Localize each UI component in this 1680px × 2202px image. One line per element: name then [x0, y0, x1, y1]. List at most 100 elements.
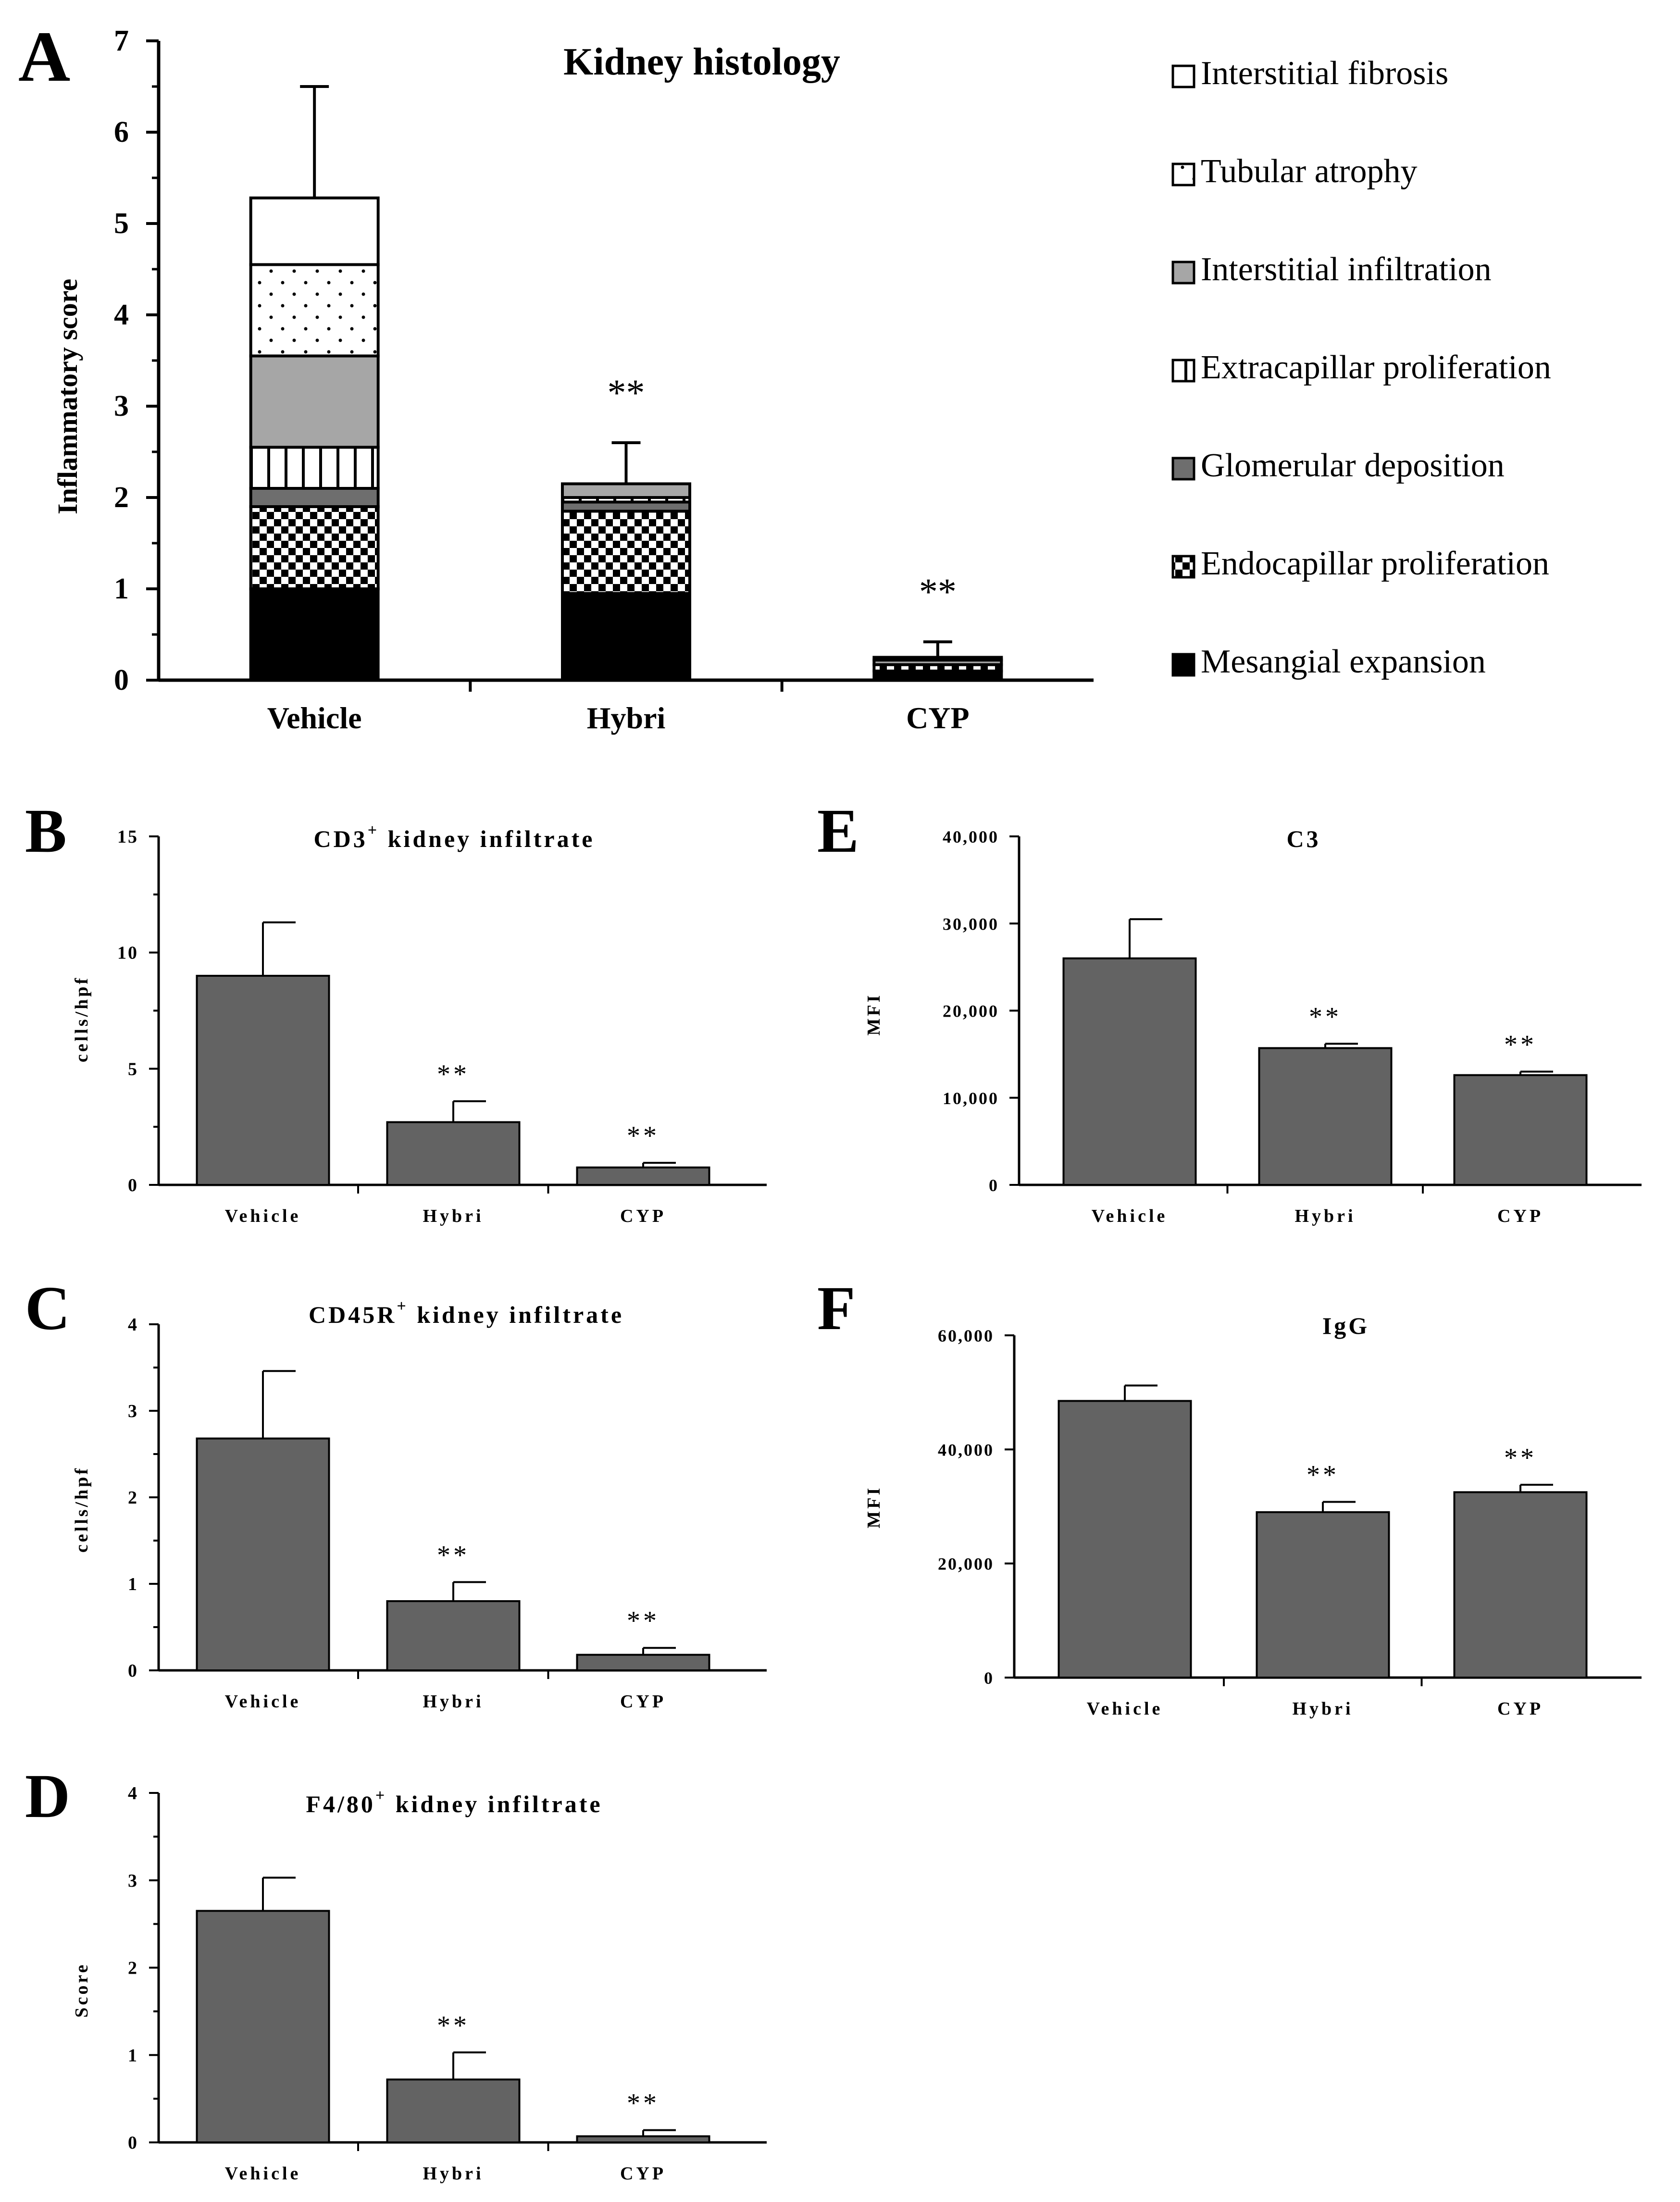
panel-d-y-tick-label: 4 — [128, 1783, 138, 1804]
panel-c-bar-hybri — [386, 1600, 521, 1671]
panel-b-title-main: CD3 — [314, 825, 368, 852]
panel-e-title: C3 — [1286, 825, 1320, 852]
panel-a-legend-swatch-mesangial-expansion — [1171, 653, 1195, 677]
panel-f-significance-label: ** — [1504, 1443, 1537, 1473]
panel-b-y-tick-label: 5 — [128, 1059, 138, 1079]
panel-b-label: B — [25, 796, 67, 866]
panel-d-bar-cyp — [576, 2135, 710, 2143]
panel-e-label: E — [817, 796, 859, 866]
panel-c-y-axis-label: cells/hpf — [72, 1466, 92, 1553]
panel-d-significance-label: ** — [627, 2089, 660, 2118]
panel-a-bar-segment-endocapillar-proliferation — [561, 510, 691, 595]
panel-b-x-tick-label: Hybri — [423, 1206, 484, 1226]
panel-e-y-tick-label: 30,000 — [943, 914, 999, 933]
panel-c-significance-label: ** — [627, 1606, 660, 1636]
panel-a-bar-segment-mesangial-expansion — [249, 587, 380, 682]
panel-d-significance-label: ** — [437, 2011, 470, 2040]
panel-c-bars — [196, 1370, 710, 1672]
panel-a-legend-label-mesangial-expansion: Mesangial expansion — [1201, 643, 1486, 680]
panel-d-x-tick-label: CYP — [620, 2164, 666, 2184]
panel-b-y-tick-label: 0 — [128, 1175, 138, 1195]
panel-a-significance-label: ** — [919, 571, 957, 612]
panel-d-f480-infiltrate: D F4/80+ kidney infiltrate Score 0 1 2 3 4 Ve… — [25, 1762, 767, 2184]
panel-a-legend-swatch-interstitial-fibrosis — [1171, 64, 1195, 88]
panel-c-y-tick-label: 1 — [128, 1574, 138, 1594]
panel-f-title: IgG — [1322, 1312, 1369, 1339]
panel-e-bars — [1062, 918, 1588, 1186]
panel-f-bar-hybri — [1256, 1511, 1390, 1679]
panel-a-bar-segment-interstitial-infiltration — [249, 354, 380, 449]
panel-d-y-tick-label: 2 — [128, 1958, 138, 1978]
panel-c-title-sup: + — [397, 1297, 408, 1315]
panel-e-bar-hybri — [1258, 1047, 1393, 1186]
panel-a-bars — [249, 85, 1003, 682]
panel-f-y-axis-label: MFI — [864, 1486, 884, 1529]
panel-c-title-main: CD45R — [309, 1301, 397, 1328]
panel-f-significance-label: ** — [1307, 1460, 1339, 1490]
panel-d-y-tick-label: 3 — [128, 1871, 138, 1891]
panel-c-title: CD45R+ kidney infiltrate — [309, 1297, 624, 1328]
panel-a-y-tick-label: 3 — [114, 390, 129, 423]
panel-b-bars — [196, 921, 710, 1186]
panel-b-x-tick-label: Vehicle — [225, 1206, 301, 1226]
panel-b-y-axis-label: cells/hpf — [72, 976, 92, 1062]
panel-a-bar-segment-interstitial-infiltration — [561, 482, 691, 499]
panel-e-x-tick-label: Hybri — [1294, 1206, 1356, 1226]
panel-c-bar-cyp — [576, 1654, 710, 1672]
panel-a-x-tick-label: Hybri — [587, 701, 666, 735]
panel-b-title-rest: kidney infiltrate — [379, 825, 595, 852]
panel-d-title-main: F4/80 — [306, 1791, 375, 1817]
panel-f-x-tick-label: CYP — [1497, 1699, 1543, 1719]
panel-c-significance-label: ** — [437, 1540, 470, 1570]
panel-e-y-axis-label: MFI — [864, 993, 884, 1036]
panel-c-title-rest: kidney infiltrate — [409, 1301, 624, 1328]
panel-f-y-tick-label: 0 — [984, 1668, 994, 1688]
panel-a-legend-swatch-tubular-atrophy — [1171, 162, 1195, 187]
panel-e-x-tick-label: CYP — [1497, 1206, 1543, 1226]
panel-d-y-axis-label: Score — [72, 1962, 92, 2017]
panel-a-y-tick-label: 4 — [114, 299, 129, 331]
panel-a-bar-segment-tubular-atrophy — [249, 263, 380, 358]
panel-a-bar-segment-glomerular-deposition — [249, 487, 380, 508]
panel-a-bar-segment-mesangial-expansion — [561, 592, 691, 682]
panel-d-title-sup: + — [375, 1787, 387, 1804]
panel-d-y-tick-label: 0 — [128, 2133, 138, 2153]
panel-f-labels: 0 20,000 40,000 60,000 Vehicle ** Hybri ** CYP — [938, 1326, 1543, 1719]
panel-e-x-tick-label: Vehicle — [1092, 1206, 1168, 1226]
panel-d-bar-hybri — [386, 2078, 521, 2144]
panel-c-labels: 0 1 2 3 4 Vehicle ** Hybri ** CYP — [128, 1315, 666, 1712]
panel-a-legend-label-tubular-atrophy: Tubular atrophy — [1201, 153, 1417, 190]
panel-a-y-tick-label: 5 — [114, 207, 129, 240]
panel-a-y-tick-label: 2 — [114, 481, 129, 514]
panel-a-bar-segment-extracapillar-proliferation — [249, 446, 380, 490]
panel-e-title-main: C3 — [1286, 825, 1320, 852]
panel-e-y-tick-label: 0 — [989, 1176, 999, 1195]
panel-d-labels: 0 1 2 3 4 Vehicle ** Hybri ** CYP — [128, 1783, 666, 2184]
panel-a-legend-label-extracapillar-proliferation: Extracapillar proliferation — [1201, 349, 1551, 386]
panel-a-legend-label-endocapillar-proliferation: Endocapillar proliferation — [1201, 545, 1549, 582]
panel-a-bar-segment-interstitial-fibrosis — [872, 656, 1003, 662]
panel-a-legend-label-glomerular-deposition: Glomerular deposition — [1201, 447, 1505, 484]
panel-c-x-tick-label: CYP — [620, 1692, 666, 1712]
panel-b-bar-hybri — [386, 1121, 521, 1186]
panel-f-bars — [1058, 1384, 1588, 1679]
panel-c-y-tick-label: 3 — [128, 1401, 138, 1421]
panel-d-x-tick-label: Vehicle — [225, 2164, 301, 2184]
panel-b-y-tick-label: 10 — [117, 943, 138, 963]
panel-b-significance-label: ** — [437, 1059, 470, 1089]
panel-b-cd3-infiltrate: B CD3+ kidney infiltrate cells/hpf 0 5 10 1… — [25, 796, 767, 1226]
panel-c-x-tick-label: Hybri — [423, 1692, 484, 1712]
panel-f-label: F — [817, 1274, 855, 1343]
panel-a-bar-segment-endocapillar-proliferation — [249, 505, 380, 590]
panel-a-kidney-histology: A Kidney histology Inflammatory score 0 1… — [18, 17, 1551, 735]
panel-e-significance-label: ** — [1504, 1030, 1537, 1059]
panel-f-y-tick-label: 40,000 — [938, 1440, 994, 1459]
panel-d-label: D — [25, 1762, 70, 1831]
panel-f-x-tick-label: Hybri — [1292, 1699, 1353, 1719]
panel-c-x-tick-label: Vehicle — [225, 1692, 301, 1712]
panel-a-y-tick-label: 7 — [114, 25, 129, 57]
panel-a-y-tick-label: 6 — [114, 116, 129, 149]
panel-b-x-tick-label: CYP — [620, 1206, 666, 1226]
panel-b-bar-vehicle — [196, 975, 330, 1186]
